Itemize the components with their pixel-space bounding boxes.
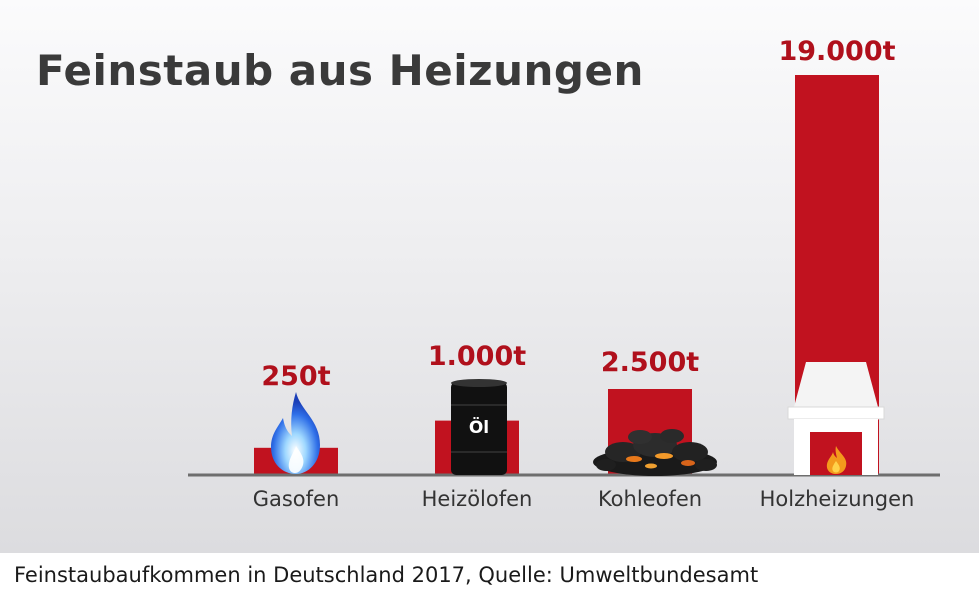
- value-label: 2.500t: [601, 347, 699, 378]
- oil-barrel-icon: Öl: [451, 379, 507, 475]
- category-label: Heizölofen: [422, 487, 533, 511]
- fireplace-icon: [787, 362, 885, 475]
- category-label: Holzheizungen: [760, 487, 915, 511]
- category-label: Kohleofen: [598, 487, 702, 511]
- coal-pile-icon: [593, 429, 717, 476]
- oil-barrel-label: Öl: [469, 416, 489, 438]
- gas-flame-icon: [271, 392, 320, 474]
- chart-title: Feinstaub aus Heizungen: [36, 46, 644, 95]
- source-caption: Feinstaubaufkommen in Deutschland 2017, …: [14, 563, 759, 587]
- category-label: Gasofen: [253, 487, 340, 511]
- bar-chart: 250t Gasofen 1.000t Heizölofen 2.500t Kohleof…: [188, 36, 940, 511]
- value-label: 250t: [261, 361, 330, 392]
- value-label: 19.000t: [778, 36, 895, 67]
- value-label: 1.000t: [428, 341, 526, 372]
